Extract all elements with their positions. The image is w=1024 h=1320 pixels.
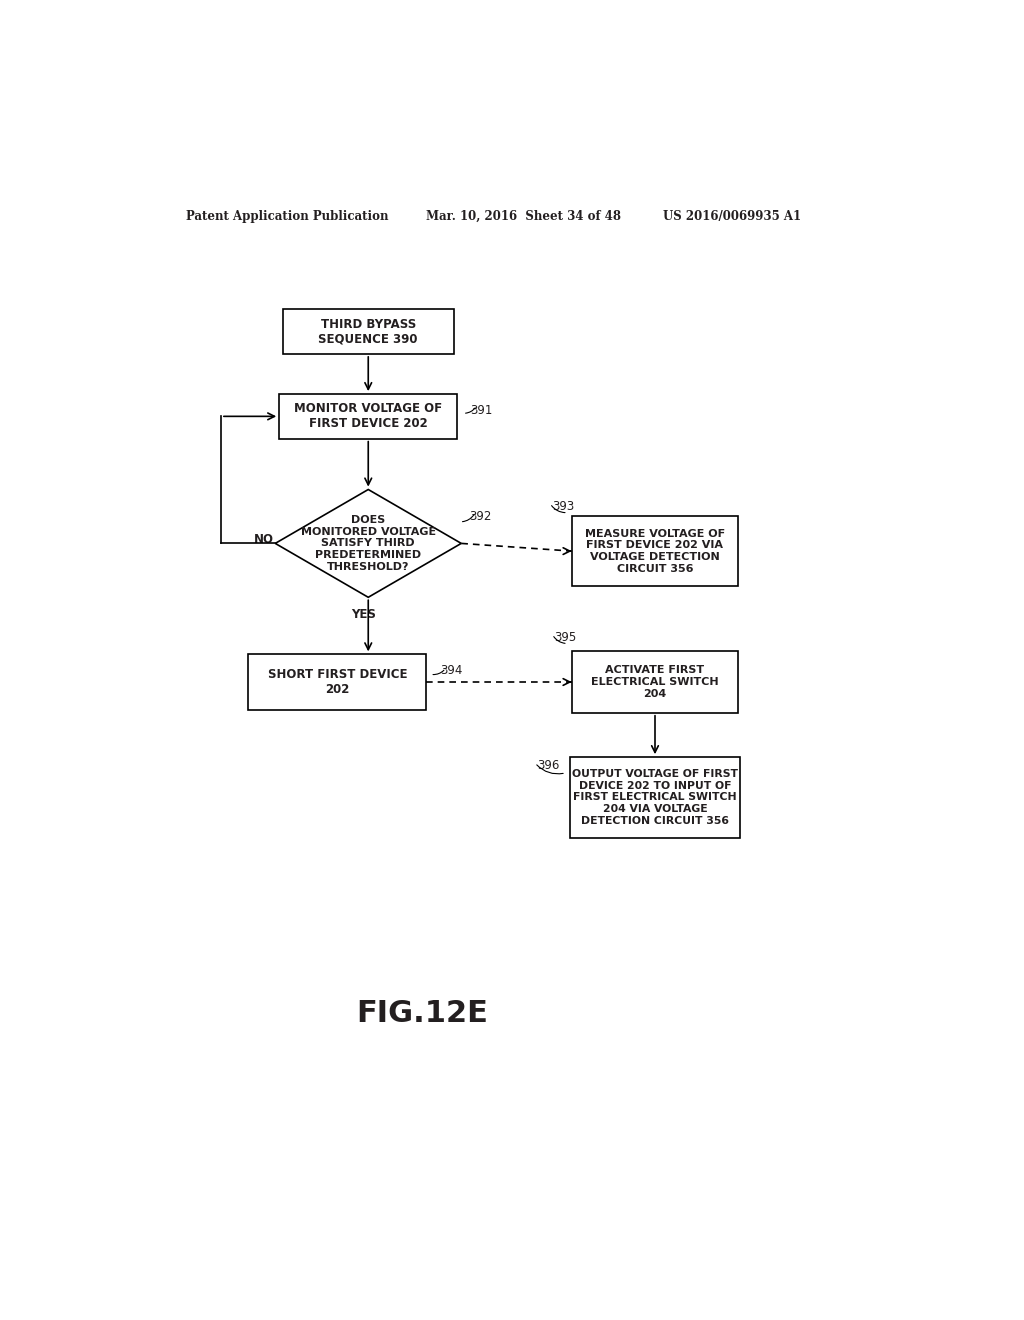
Text: YES: YES (351, 607, 376, 620)
Bar (248, 655, 426, 710)
Bar (571, 651, 738, 713)
Text: 396: 396 (538, 759, 559, 772)
Text: MEASURE VOLTAGE OF
FIRST DEVICE 202 VIA
VOLTAGE DETECTION
CIRCUIT 356: MEASURE VOLTAGE OF FIRST DEVICE 202 VIA … (585, 529, 725, 573)
Bar (571, 516, 738, 586)
Text: ACTIVATE FIRST
ELECTRICAL SWITCH
204: ACTIVATE FIRST ELECTRICAL SWITCH 204 (591, 665, 719, 698)
Text: DOES
MONITORED VOLTAGE
SATISFY THIRD
PREDETERMINED
THRESHOLD?: DOES MONITORED VOLTAGE SATISFY THIRD PRE… (301, 515, 436, 572)
Text: 395: 395 (555, 631, 577, 644)
Text: MONITOR VOLTAGE OF
FIRST DEVICE 202: MONITOR VOLTAGE OF FIRST DEVICE 202 (294, 403, 442, 430)
Text: Mar. 10, 2016  Sheet 34 of 48: Mar. 10, 2016 Sheet 34 of 48 (426, 210, 622, 223)
Text: FIG.12E: FIG.12E (356, 999, 488, 1027)
Text: 391: 391 (471, 404, 493, 417)
Bar (280, 395, 458, 438)
Bar (283, 309, 454, 354)
Bar (569, 758, 740, 838)
Text: 393: 393 (552, 500, 574, 513)
Text: THIRD BYPASS
SEQUENCE 390: THIRD BYPASS SEQUENCE 390 (318, 318, 418, 346)
Text: US 2016/0069935 A1: US 2016/0069935 A1 (663, 210, 801, 223)
Text: OUTPUT VOLTAGE OF FIRST
DEVICE 202 TO INPUT OF
FIRST ELECTRICAL SWITCH
204 VIA V: OUTPUT VOLTAGE OF FIRST DEVICE 202 TO IN… (572, 770, 738, 826)
Polygon shape (275, 490, 461, 598)
Text: Patent Application Publication: Patent Application Publication (186, 210, 389, 223)
Text: 392: 392 (469, 510, 492, 523)
Text: SHORT FIRST DEVICE
202: SHORT FIRST DEVICE 202 (267, 668, 407, 696)
Text: NO: NO (254, 533, 273, 546)
Text: 394: 394 (440, 664, 463, 677)
